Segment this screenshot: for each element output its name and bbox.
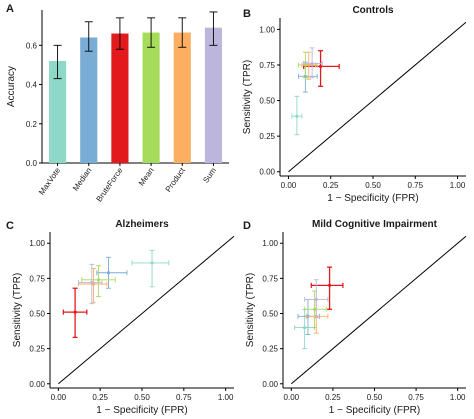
panel-d: D Mild Cognitive Impairment 0.00 0.25 0.50 0.… xyxy=(243,219,467,416)
point-mean xyxy=(313,307,317,311)
y-tick-label: 1.00 xyxy=(29,239,45,248)
point-product xyxy=(307,63,311,67)
panel-b: B Controls 0.00 0.25 0.50 0.75 1.00 0.00 0.25 0.5… xyxy=(242,5,467,204)
bar-sum xyxy=(204,27,222,164)
y-tick-label: 0.00 xyxy=(29,380,45,389)
panel-label: A xyxy=(6,3,14,15)
x-tick-label: Mean xyxy=(137,166,156,188)
y-axis-title: Sensitivity (TPR) xyxy=(245,273,256,347)
y-tick-label: 0.50 xyxy=(262,310,278,319)
x-tick-label: Median xyxy=(71,166,93,193)
chance-diagonal xyxy=(288,21,467,173)
x-tick-label: 0.25 xyxy=(92,393,108,402)
x-tick-label: 0.75 xyxy=(408,393,424,402)
x-axis-title: 1 − Specificity (FPR) xyxy=(96,405,187,416)
panel-a: A 0.0 0.2 0.4 0.6 Accuracy MaxVote Median BruteF… xyxy=(6,3,229,204)
x-tick-label: 0.25 xyxy=(323,181,339,190)
x-tick-label: 0.00 xyxy=(281,181,297,190)
chance-diagonal xyxy=(58,235,235,385)
x-axis-title: 1 − Specificity (FPR) xyxy=(329,405,420,416)
y-tick-label: 0.25 xyxy=(259,132,275,141)
y-axis-title: Accuracy xyxy=(6,66,17,107)
x-tick-label: Sum xyxy=(201,166,218,185)
panel-title: Alzheimers xyxy=(115,219,169,230)
bar-maxvote xyxy=(49,61,67,163)
panel-title: Controls xyxy=(352,5,394,16)
y-tick-label: 0.25 xyxy=(29,345,45,354)
y-tick-label: 0.00 xyxy=(262,380,278,389)
y-tick-label: 0.4 xyxy=(26,81,38,90)
x-tick-label: 0.75 xyxy=(176,393,192,402)
bar-bruteforce xyxy=(111,33,129,164)
x-tick-label: Product xyxy=(164,165,188,193)
x-tick-label: 1.00 xyxy=(450,181,466,190)
y-tick-label: 0.6 xyxy=(26,41,38,50)
bar-product xyxy=(173,32,191,163)
panel-label: B xyxy=(243,8,251,20)
y-axis-title: Sensitivity (TPR) xyxy=(12,273,23,347)
y-axis-title: Sensitivity (TPR) xyxy=(242,60,253,134)
chance-diagonal xyxy=(290,235,467,385)
point-sum xyxy=(310,61,314,66)
point-sum xyxy=(314,297,318,302)
point-maxvote xyxy=(295,114,299,118)
x-tick-label: 1.00 xyxy=(218,393,234,402)
y-tick-label: 0.75 xyxy=(29,274,45,283)
panel-c: C Alzheimers 0.00 0.25 0.50 0.75 1.00 0.00 0.25 0… xyxy=(6,219,235,416)
x-tick-label: 0.50 xyxy=(365,181,381,190)
x-tick-label: 0.25 xyxy=(325,393,341,402)
point-sum xyxy=(90,280,94,285)
x-tick-label: 0.75 xyxy=(407,181,423,190)
y-tick-label: 0.50 xyxy=(29,310,45,319)
x-tick-label: 0.50 xyxy=(134,393,150,402)
y-tick-label: 0.75 xyxy=(259,61,275,70)
point-bruteforce xyxy=(318,64,323,68)
point-maxvote xyxy=(303,325,307,330)
y-tick-label: 0.75 xyxy=(262,274,278,283)
x-tick-label: MaxVote xyxy=(37,166,63,197)
x-tick-label: BruteForce xyxy=(94,166,124,204)
point-maxvote xyxy=(150,261,154,265)
x-axis-title: 1 − Specificity (FPR) xyxy=(327,193,418,204)
y-tick-label: 1.00 xyxy=(262,239,278,248)
x-tick-label: 0.00 xyxy=(284,393,300,402)
panel-title: Mild Cognitive Impairment xyxy=(312,219,438,230)
bar-median xyxy=(80,37,98,163)
x-tick-label: 0.00 xyxy=(51,393,67,402)
bar-mean xyxy=(142,32,160,163)
point-median xyxy=(106,271,111,275)
panel-label: D xyxy=(243,220,251,232)
y-tick-label: 0.00 xyxy=(259,168,275,177)
point-mean xyxy=(96,278,101,282)
x-tick-label: 0.50 xyxy=(367,393,383,402)
y-tick-label: 0.2 xyxy=(26,120,38,129)
y-tick-label: 0.25 xyxy=(262,345,278,354)
panel-label: C xyxy=(6,220,14,232)
y-tick-label: 0.0 xyxy=(26,159,38,168)
y-tick-label: 1.00 xyxy=(259,25,275,34)
point-bruteforce xyxy=(73,310,77,314)
point-bruteforce xyxy=(327,283,332,288)
x-tick-label: 1.00 xyxy=(450,393,466,402)
y-tick-label: 0.50 xyxy=(259,97,275,106)
